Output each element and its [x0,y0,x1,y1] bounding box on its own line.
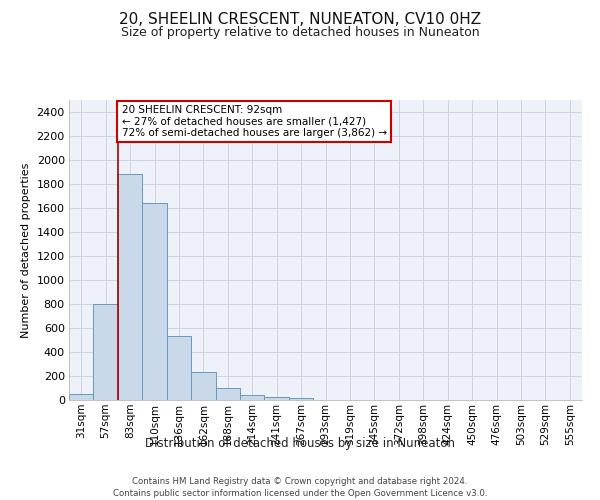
Text: Contains public sector information licensed under the Open Government Licence v3: Contains public sector information licen… [113,489,487,498]
Bar [265,397,289,400]
Bar [118,174,142,400]
Bar [240,394,265,400]
Bar [289,398,313,400]
Text: 20, SHEELIN CRESCENT, NUNEATON, CV10 0HZ: 20, SHEELIN CRESCENT, NUNEATON, CV10 0HZ [119,12,481,28]
Text: Size of property relative to detached houses in Nuneaton: Size of property relative to detached ho… [121,26,479,39]
Bar [191,372,215,400]
Bar [167,336,191,400]
Text: 20 SHEELIN CRESCENT: 92sqm
← 27% of detached houses are smaller (1,427)
72% of s: 20 SHEELIN CRESCENT: 92sqm ← 27% of deta… [122,105,386,138]
Y-axis label: Number of detached properties: Number of detached properties [21,162,31,338]
Bar [142,203,167,400]
Text: Distribution of detached houses by size in Nuneaton: Distribution of detached houses by size … [145,438,455,450]
Bar [94,304,118,400]
Bar [69,394,94,400]
Bar [215,388,240,400]
Text: Contains HM Land Registry data © Crown copyright and database right 2024.: Contains HM Land Registry data © Crown c… [132,478,468,486]
